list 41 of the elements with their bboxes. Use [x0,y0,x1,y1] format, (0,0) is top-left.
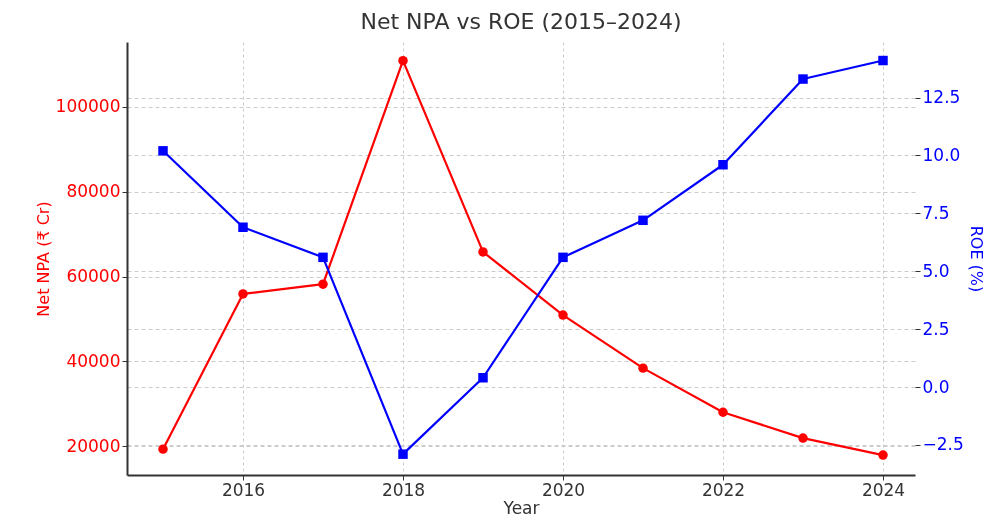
x-axis-title: Year [502,497,540,518]
x-tick-label: 2018 [381,479,426,500]
y2-tick-label: −2.5 [922,434,964,455]
y2-tick-label: 7.5 [922,202,950,223]
y2-tick-label: 10.0 [922,144,961,165]
point [398,449,408,459]
y-tick-label: 80000 [66,181,121,202]
y-tick-label: 40000 [66,350,121,371]
point [798,74,808,84]
point [878,55,888,66]
point [478,247,488,257]
chart-title: Net NPA vs ROE (2015–2024) [360,9,682,34]
point [638,363,648,373]
point [318,252,328,263]
point [318,279,328,289]
y2-tick-label: 12.5 [922,87,961,108]
point [638,215,648,226]
x-tick-label: 2020 [541,479,586,500]
y2-tick-label: 5.0 [922,260,950,281]
y-tick-label: 100000 [55,96,121,117]
point [158,146,168,156]
point [558,252,568,263]
y2-axis-title: ROE (%) [966,225,986,293]
point [238,222,248,232]
point [238,289,248,299]
point [558,310,568,320]
x-tick-label: 2022 [701,479,746,500]
point [718,159,728,170]
y2-tick-label: 2.5 [922,318,950,339]
point [478,373,488,383]
y-axis-title: Net NPA (₹ Cr) [33,201,53,317]
point [878,450,888,460]
point [798,433,808,443]
point [158,444,168,454]
x-tick-label: 2024 [861,479,906,500]
y-tick-label: 20000 [66,435,121,456]
y2-tick-label: 0.0 [922,376,950,397]
y-tick-label: 60000 [66,266,121,287]
point [718,407,728,417]
x-tick-label: 2016 [221,479,266,500]
point [398,55,408,66]
